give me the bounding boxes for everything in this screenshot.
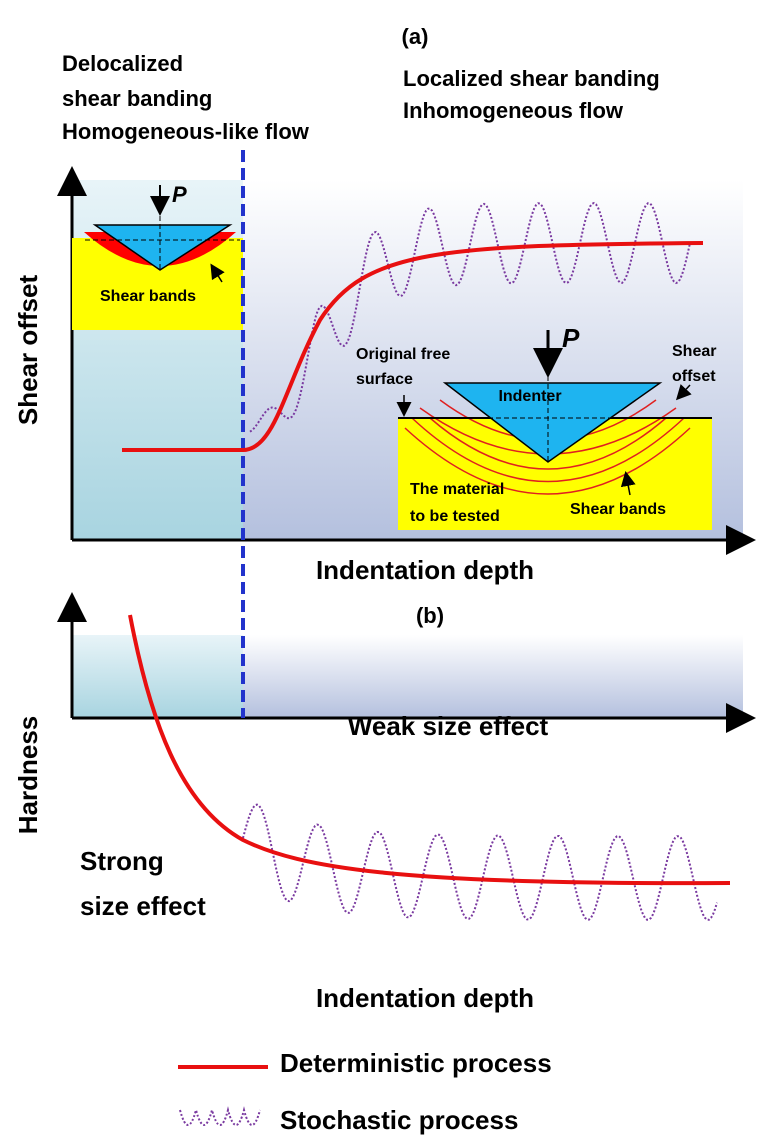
arrow	[675, 384, 692, 401]
inset-label: Original free	[356, 346, 450, 363]
inset-label: surface	[356, 371, 413, 388]
inset-label: Indenter	[498, 388, 561, 405]
annotation: Strong	[80, 846, 164, 876]
regime: Inhomogeneous flow	[403, 98, 624, 123]
regime: shear banding	[62, 86, 212, 111]
inset-label: The material	[410, 481, 504, 498]
deterministic-curve	[128, 614, 731, 886]
regime: Localized shear banding	[403, 66, 660, 91]
inset-label: to be tested	[410, 508, 500, 525]
load: P	[172, 182, 187, 207]
panel-label: (b)	[416, 603, 444, 628]
stochastic-curve	[249, 201, 691, 433]
indenter	[442, 382, 663, 463]
legend-label: Deterministic process	[280, 1048, 552, 1078]
regime: Homogeneous-like flow	[62, 119, 310, 144]
inset-label: Shear	[672, 343, 716, 360]
stochastic-curve	[242, 803, 718, 921]
load: P	[562, 323, 580, 353]
regime: Delocalized	[62, 51, 183, 76]
annotation: size effect	[80, 891, 206, 921]
annotation: Weak size effect	[348, 711, 549, 741]
axis-label: Shear offset	[13, 275, 43, 426]
arrow	[620, 471, 636, 496]
panel-label: (a)	[402, 24, 429, 49]
inset-label: Shear bands	[100, 288, 196, 305]
bg	[72, 635, 243, 718]
axis-label: Indentation depth	[316, 555, 534, 585]
axis-label: Hardness	[13, 716, 43, 835]
deterministic-curve	[122, 241, 704, 452]
axis-label: Indentation depth	[316, 983, 534, 1013]
legend-line	[179, 1106, 261, 1126]
indenter	[92, 224, 233, 271]
inset-label: Shear bands	[570, 501, 666, 518]
inset-label: offset	[672, 368, 716, 385]
bg	[243, 635, 743, 718]
arrow	[210, 263, 225, 283]
legend-label: Stochastic process	[280, 1105, 518, 1135]
